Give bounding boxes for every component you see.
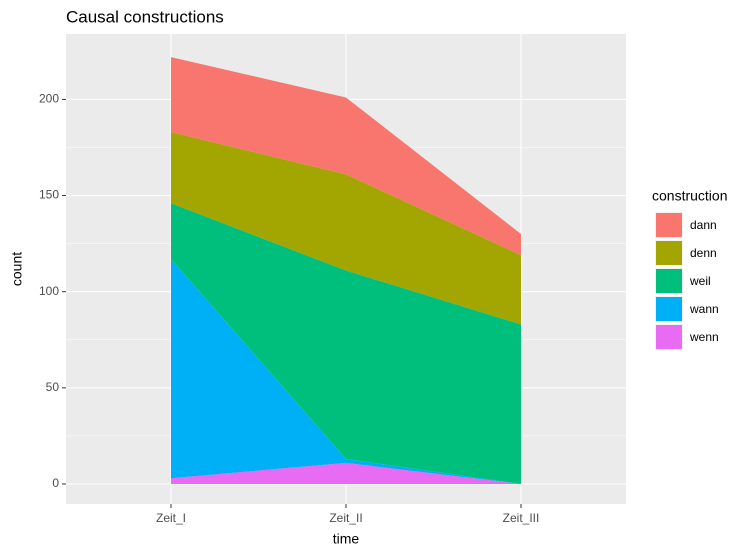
legend-label: wann: [689, 302, 719, 316]
legend-label: denn: [690, 246, 717, 260]
y-tick-label: 0: [52, 476, 59, 490]
y-tick-label: 200: [39, 92, 59, 106]
area: [171, 259, 521, 484]
y-tick-label: 150: [39, 188, 59, 202]
y-tick-label: 100: [39, 284, 59, 298]
area: [171, 203, 521, 484]
legend-label: dann: [690, 218, 717, 232]
area: [171, 462, 521, 484]
area: [171, 57, 521, 256]
area: [171, 132, 521, 325]
legend-label: wenn: [689, 330, 719, 344]
legend-swatch: [656, 297, 682, 321]
legend-title: construction: [652, 188, 727, 204]
x-tick-label: Zeit_II: [329, 511, 362, 525]
legend-swatch: [656, 325, 682, 349]
x-tick-label: Zeit_I: [156, 511, 186, 525]
y-tick-label: 50: [46, 380, 60, 394]
legend-label: weil: [689, 274, 711, 288]
x-tick-label: Zeit_III: [503, 511, 540, 525]
chart-title: Causal constructions: [66, 7, 224, 26]
legend-swatch: [656, 269, 682, 293]
x-axis-label: time: [333, 531, 360, 547]
legend-swatch: [656, 213, 682, 237]
legend-swatch: [656, 241, 682, 265]
y-axis-label: count: [9, 252, 25, 286]
